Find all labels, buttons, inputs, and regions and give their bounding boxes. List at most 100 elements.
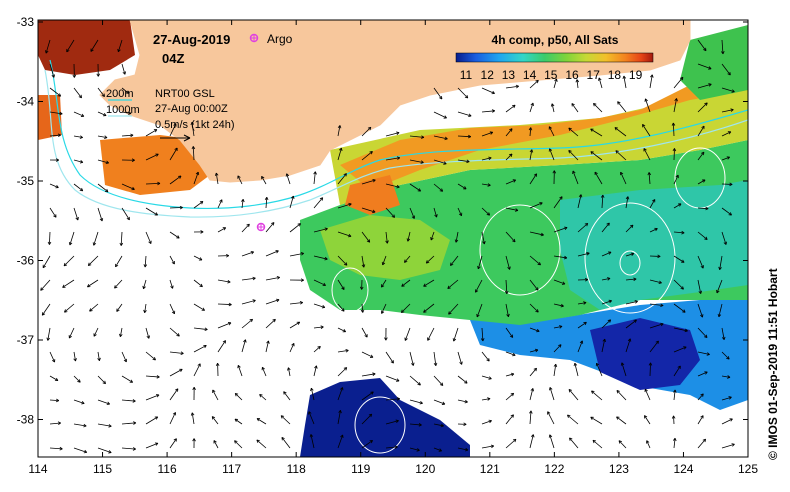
velocity-arrow	[644, 415, 651, 425]
velocity-arrow	[697, 303, 704, 318]
velocity-arrow	[169, 303, 176, 315]
velocity-arrow	[721, 182, 733, 187]
velocity-arrow	[193, 327, 208, 332]
velocity-arrow	[697, 393, 704, 401]
contour-1000m	[44, 69, 748, 218]
velocity-arrow	[721, 375, 731, 379]
x-tick-label: 124	[673, 462, 693, 476]
velocity-arrow	[117, 39, 123, 53]
velocity-arrow	[145, 207, 159, 216]
velocity-arrow	[721, 327, 726, 340]
velocity-arrow	[598, 77, 603, 89]
velocity-arrow	[620, 362, 627, 377]
velocity-arrow	[425, 255, 435, 264]
velocity-arrow	[361, 327, 368, 338]
velocity-arrow	[568, 149, 579, 161]
velocity-arrow	[450, 255, 459, 266]
velocity-arrow	[590, 128, 603, 137]
velocity-arrow	[73, 423, 87, 428]
velocity-arrow	[265, 298, 280, 305]
sst-north-west-patch	[38, 20, 135, 75]
velocity-arrow	[409, 135, 425, 139]
velocity-arrow	[457, 351, 463, 365]
velocity-arrow	[289, 252, 304, 257]
velocity-arrow	[92, 231, 99, 246]
sst-deep-blue-patch	[590, 318, 700, 390]
argo-float-marker[interactable]	[256, 222, 266, 232]
velocity-arrow	[121, 351, 128, 363]
velocity-arrow	[601, 277, 611, 281]
velocity-arrow	[259, 393, 267, 401]
velocity-arrow	[505, 351, 516, 357]
velocity-arrow	[577, 194, 583, 209]
velocity-arrow	[119, 231, 124, 246]
velocity-arrow	[577, 252, 590, 257]
velocity-arrow	[433, 399, 446, 405]
velocity-arrow	[169, 205, 183, 210]
y-tick-label: -33	[17, 15, 35, 29]
velocity-arrow	[625, 319, 637, 329]
velocity-arrow	[644, 388, 651, 401]
velocity-arrow	[552, 170, 557, 185]
velocity-arrow	[553, 78, 558, 89]
contour-legend-200m: 200m	[106, 88, 134, 100]
colorbar-tick-label: 12	[481, 68, 495, 82]
velocity-arrow	[97, 375, 106, 385]
colorbar-tick-label: 17	[587, 68, 601, 82]
velocity-arrow	[401, 279, 411, 287]
velocity-arrow	[169, 368, 183, 377]
velocity-arrow	[590, 151, 603, 161]
sst-west-patch	[100, 135, 210, 195]
velocity-arrow	[457, 207, 463, 217]
velocity-arrow	[241, 339, 247, 353]
velocity-arrow	[529, 434, 535, 449]
velocity-arrow	[241, 276, 256, 281]
velocity-arrow	[481, 156, 492, 161]
velocity-arrow	[553, 303, 564, 308]
velocity-arrow	[49, 446, 63, 451]
velocity-arrow	[697, 438, 707, 449]
velocity-arrow	[121, 133, 134, 138]
velocity-arrow	[241, 223, 250, 233]
velocity-arrow	[213, 440, 219, 449]
colorbar: 4h comp, p50, All Sats 11 12 13 14 15 16 17 18 1…	[455, 33, 654, 82]
velocity-arrow	[721, 63, 731, 76]
plot-frame	[37, 19, 749, 458]
velocity-arrow	[169, 231, 180, 239]
x-tick-label: 125	[738, 462, 758, 476]
velocity-arrow	[457, 422, 467, 427]
velocity-arrow	[529, 231, 544, 237]
velocity-arrow	[505, 255, 511, 270]
velocity-arrow	[549, 387, 555, 401]
velocity-arrow	[697, 102, 708, 113]
x-tick-label: 115	[93, 462, 112, 476]
velocity-arrow	[673, 437, 677, 449]
x-tick-label: 121	[480, 462, 500, 476]
colorbar-tick-label: 11	[460, 68, 473, 82]
velocity-arrow	[265, 222, 275, 233]
velocity-arrow	[481, 87, 495, 95]
velocity-arrow	[42, 255, 51, 269]
velocity-arrow	[625, 300, 638, 305]
info-product-name: NRT00 GSL	[155, 88, 215, 100]
velocity-arrow	[285, 173, 291, 185]
velocity-arrow	[121, 63, 127, 75]
velocity-arrow	[337, 125, 342, 137]
velocity-arrow	[121, 111, 132, 115]
velocity-arrow	[145, 442, 159, 449]
velocity-arrow	[505, 372, 515, 377]
velocity-arrow	[361, 413, 373, 425]
velocity-arrow	[47, 231, 52, 245]
velocity-arrow	[313, 279, 326, 287]
velocity-arrow	[313, 197, 324, 209]
velocity-arrow	[337, 173, 347, 185]
velocity-arrow	[569, 437, 579, 449]
velocity-arrow	[337, 303, 345, 312]
velocity-arrow	[313, 303, 326, 309]
velocity-arrow	[385, 131, 400, 137]
velocity-arrow	[121, 399, 136, 403]
colorbar-ticks: 11 12 13 14 15 16 17 18 19	[460, 68, 643, 82]
velocity-arrow	[313, 227, 328, 233]
velocity-arrow	[671, 415, 676, 425]
x-tick-label: 119	[351, 462, 370, 476]
